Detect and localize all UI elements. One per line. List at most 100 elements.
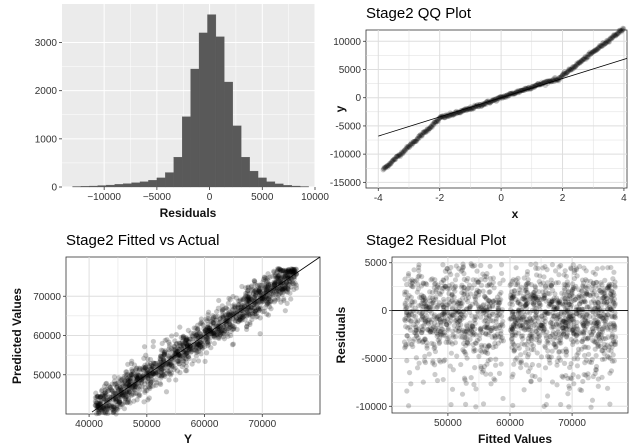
fitted-vs-actual-point xyxy=(242,293,249,299)
residual-plot-point xyxy=(402,276,408,282)
qq-plot-point xyxy=(592,48,599,54)
fitted-vs-actual-point xyxy=(252,286,259,293)
residual-plot-point xyxy=(473,386,479,392)
fitted-vs-actual-point xyxy=(203,326,209,332)
residual-plot-point xyxy=(464,355,470,361)
qq-plot-point xyxy=(410,141,416,147)
fitted-vs-actual-point xyxy=(226,318,233,325)
fitted-vs-actual-point xyxy=(142,365,149,371)
residual-plot-point xyxy=(432,371,438,378)
residual-plot-point xyxy=(447,363,453,369)
qq-plot-point xyxy=(393,153,400,160)
fitted-vs-actual-point xyxy=(193,353,199,359)
residual-plot-point xyxy=(483,315,490,321)
residual-plot-point xyxy=(459,391,466,397)
qq-plot-point xyxy=(584,54,591,60)
residual-plot-point xyxy=(606,354,612,360)
residual-plot-point xyxy=(518,360,525,366)
residual-plot-title: Stage2 Residual Plot xyxy=(366,232,507,249)
fitted-vs-actual-point xyxy=(172,347,178,353)
qq-plot-points xyxy=(380,25,627,173)
residual-plot-point xyxy=(448,401,454,408)
residual-plot-point xyxy=(609,314,615,320)
residual-plot-y-tick-label: 5000 xyxy=(365,258,388,269)
residual-plot-point xyxy=(407,327,414,333)
qq-plot-point xyxy=(593,47,599,53)
qq-plot-point xyxy=(383,164,389,170)
fitted-vs-actual-point xyxy=(181,358,187,365)
fitted-vs-actual-point xyxy=(200,322,206,328)
histogram-x-tick-label: 5000 xyxy=(251,192,274,203)
residual-plot-point xyxy=(579,288,585,294)
fitted-vs-actual-point xyxy=(167,362,174,368)
qq-plot-point xyxy=(596,44,602,50)
qq-plot-point xyxy=(425,128,431,134)
fitted-vs-actual-point xyxy=(195,326,201,332)
residual-plot-point xyxy=(453,283,459,290)
fitted-vs-actual-point xyxy=(272,280,278,286)
fitted-vs-actual-x-tick-label: 70000 xyxy=(248,419,276,430)
residual-plot-point xyxy=(453,263,459,269)
qq-plot-point xyxy=(564,69,570,76)
fitted-vs-actual-point xyxy=(273,279,279,285)
fitted-vs-actual-point xyxy=(189,333,195,339)
qq-plot-point xyxy=(398,152,404,158)
residual-plot-point xyxy=(602,335,609,342)
qq-plot-reference-line xyxy=(378,58,628,137)
residual-plot-point xyxy=(528,378,534,384)
histogram-bar xyxy=(232,125,242,188)
qq-plot-point xyxy=(611,32,618,38)
residual-plot-point xyxy=(510,339,516,345)
qq-plot-point xyxy=(600,40,606,46)
fitted-vs-actual-point xyxy=(112,404,118,410)
qq-plot-point xyxy=(619,27,625,33)
fitted-vs-actual-point xyxy=(144,387,150,394)
residual-plot-x-tick-label: 60000 xyxy=(496,418,524,429)
qq-plot-y-axis-label: y xyxy=(333,105,347,112)
qq-plot-point xyxy=(582,56,588,62)
qq-plot-point xyxy=(563,70,569,76)
fitted-vs-actual-point xyxy=(226,295,232,302)
qq-plot-point xyxy=(577,60,583,66)
fitted-vs-actual-point xyxy=(257,315,263,321)
qq-plot-point xyxy=(567,67,573,73)
fitted-vs-actual-x-tick-label: 50000 xyxy=(133,419,161,430)
residual-plot-point xyxy=(556,355,562,361)
fitted-vs-actual-point xyxy=(288,296,294,302)
residual-plot-point xyxy=(431,341,437,347)
fitted-vs-actual-point xyxy=(191,357,197,364)
residual-plot-point xyxy=(573,283,579,289)
fitted-vs-actual-point xyxy=(283,267,289,273)
residual-plot-point xyxy=(605,265,611,271)
residual-plot-point xyxy=(604,385,611,391)
fitted-vs-actual-point xyxy=(183,337,189,344)
qq-plot-x-tick-label: -2 xyxy=(435,193,444,204)
fitted-vs-actual-point xyxy=(189,361,195,367)
qq-plot-point xyxy=(609,34,615,41)
residual-plot-point xyxy=(483,274,490,280)
residual-plot-point xyxy=(602,290,608,296)
qq-plot-point xyxy=(617,27,623,33)
fitted-vs-actual-point xyxy=(251,305,257,311)
qq-plot-point xyxy=(430,121,436,127)
qq-plot-point xyxy=(427,125,433,132)
fitted-vs-actual-point xyxy=(247,307,253,313)
qq-plot-point xyxy=(581,55,587,61)
residual-plot-point xyxy=(428,319,434,325)
fitted-vs-actual-point xyxy=(244,324,250,330)
qq-plot-point xyxy=(388,161,394,167)
residual-plot-point xyxy=(583,372,589,378)
qq-plot-point xyxy=(595,45,601,51)
histogram-ticks: −10000 −5000 0 5000 10000 0 1000 2000 3000 xyxy=(35,38,330,203)
fitted-vs-actual-point xyxy=(265,275,271,281)
residual-plot-point xyxy=(439,289,445,295)
residual-plot-point xyxy=(402,300,408,307)
fitted-vs-actual-point xyxy=(158,353,164,359)
residual-plot-point xyxy=(471,282,477,288)
qq-plot-point xyxy=(431,119,437,126)
fitted-vs-actual-point xyxy=(230,323,236,330)
qq-plot-point xyxy=(450,112,457,118)
residual-plot-point xyxy=(464,332,470,338)
histogram-bar xyxy=(165,172,174,188)
fitted-vs-actual-point xyxy=(198,343,204,349)
